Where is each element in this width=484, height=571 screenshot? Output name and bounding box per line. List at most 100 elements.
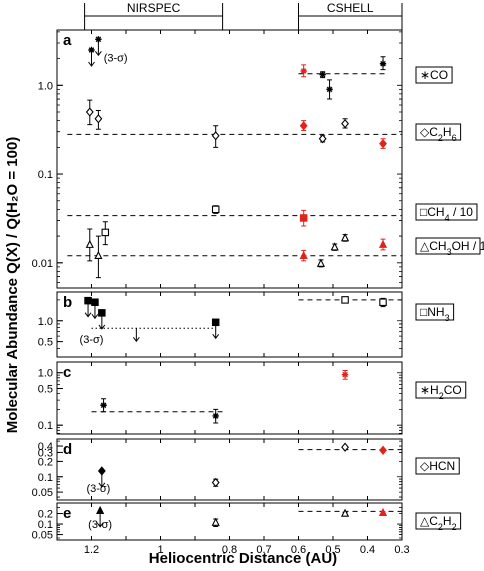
instrument-header: NIRSPEC CSHELL xyxy=(84,1,403,30)
data-point xyxy=(211,205,220,214)
upper-limit-arrow xyxy=(91,305,99,320)
panel-d: 0.05 0.1 0.20.30.4 d ◇HCN (3-σ) xyxy=(32,438,460,501)
subscript-text: 2 xyxy=(439,391,444,401)
x-tick-label: 0.7 xyxy=(256,544,271,556)
subscript-text: 2 xyxy=(438,522,443,532)
x-axis-label: Heliocentric Distance (AU) xyxy=(149,550,337,567)
panel-a: 0.01 0.1 1.0 a ∗CO ◇C2H6 □CH4 / 10 △CH3OH / 100… xyxy=(32,29,484,289)
y-tick-label: 0.01 xyxy=(32,258,53,270)
upper-limit-point xyxy=(84,296,92,305)
subscript-text: 3 xyxy=(445,313,450,323)
data-point xyxy=(341,118,349,129)
legend-entry: ∗CO xyxy=(415,66,453,84)
y-tick-label: 0.4 xyxy=(38,441,53,453)
upper-limit-point xyxy=(95,36,102,43)
x-tick-label: 0.8 xyxy=(222,544,237,556)
y-tick-label: 0.2 xyxy=(38,456,53,468)
upper-limit-arrow xyxy=(98,315,106,330)
data-point xyxy=(318,134,327,144)
y-tick-label: 0.05 xyxy=(32,487,53,499)
data-point xyxy=(379,60,387,67)
legend-label: ∗CO xyxy=(420,68,448,82)
x-tick-label: 0.4 xyxy=(360,544,375,556)
data-point xyxy=(299,214,308,222)
data-point xyxy=(378,239,388,248)
data-point xyxy=(299,250,308,260)
legend-box xyxy=(415,66,453,84)
legend-entry: ◇HCN xyxy=(415,457,460,475)
x-tick-label: 1.2 xyxy=(84,544,99,556)
data-point xyxy=(316,258,326,267)
panel-letter: e xyxy=(63,505,71,522)
text-span: H xyxy=(443,514,452,528)
data-point xyxy=(94,250,103,260)
panel-letter: a xyxy=(63,32,72,49)
upper-limit-point xyxy=(97,466,106,476)
instrument-bracket xyxy=(84,3,224,30)
upper-limit-arrow xyxy=(88,52,95,67)
data-point xyxy=(211,517,220,526)
y-tick-label: 1.0 xyxy=(38,80,53,92)
y-tick-label: 1.0 xyxy=(38,316,53,328)
x-tick-label: 1 xyxy=(157,544,163,556)
y-tick-label: 1.0 xyxy=(38,368,53,380)
series-ch4-10 xyxy=(67,205,402,246)
instrument-label-nirspec: NIRSPEC xyxy=(127,1,181,15)
data-point xyxy=(378,507,388,517)
panel-letter: c xyxy=(63,364,71,381)
text-span: □NH xyxy=(420,305,445,319)
x-tick-label: 0.3 xyxy=(394,544,409,556)
upper-limit-arrow xyxy=(132,328,140,343)
data-point xyxy=(299,121,308,131)
panel-letter: b xyxy=(63,294,72,311)
data-point xyxy=(379,139,387,149)
y-tick-label: 0.1 xyxy=(38,169,53,181)
upper-limit-point xyxy=(98,309,106,317)
series-hcn xyxy=(97,442,402,488)
data-point xyxy=(319,71,326,78)
subscript-text: 2 xyxy=(452,522,457,532)
sigma-annotation: (3-σ) xyxy=(80,334,104,346)
y-tick-label: 0.2 xyxy=(38,509,53,521)
text-span: ◇HCN xyxy=(420,459,455,473)
data-point xyxy=(100,402,107,409)
text-span: ◇C xyxy=(420,125,438,139)
data-point xyxy=(212,412,219,420)
series-co xyxy=(88,36,389,100)
y-axis-label: Molecular Abundance Q(X) / Q(H₂O = 100) xyxy=(4,137,21,434)
data-point xyxy=(211,131,220,141)
legend-label: △C2H2 xyxy=(420,514,457,532)
legend-entry: □NH3 xyxy=(415,303,455,323)
legend-entry: ∗H2CO xyxy=(415,381,467,401)
instrument-bracket xyxy=(298,3,403,30)
legend-label: ◇HCN xyxy=(420,459,455,473)
data-point xyxy=(85,239,94,248)
data-point xyxy=(341,371,349,378)
panel-frame xyxy=(56,29,403,289)
y-tick-label: 0.1 xyxy=(38,420,53,432)
panel-letter: d xyxy=(63,441,72,458)
panels: 0.01 0.1 1.0 a ∗CO ◇C2H6 □CH4 / 10 △CH3OH / 100… xyxy=(32,29,484,556)
data-point xyxy=(300,67,307,75)
legend-label: ◇C2H6 xyxy=(420,125,457,143)
legend-entry: △CH3OH / 100 xyxy=(415,237,484,257)
data-point xyxy=(340,508,350,517)
subscript-text: 3 xyxy=(447,247,452,257)
data-point xyxy=(340,233,350,242)
y-tick-label: 0.1 xyxy=(38,472,53,484)
sigma-annotation: (3-σ) xyxy=(104,53,128,65)
sigma-annotation: (3-σ) xyxy=(88,519,112,531)
legend-entry: □CH4 / 10 xyxy=(415,203,478,223)
y-tick-label: 0.3 xyxy=(38,447,53,459)
panel-frame xyxy=(56,361,403,435)
upper-limit-point xyxy=(211,318,220,327)
legend-box xyxy=(415,457,460,475)
legend-label: □CH4 / 10 xyxy=(420,205,473,223)
upper-limit-point xyxy=(91,298,99,306)
legend-label: ∗H2CO xyxy=(420,383,462,401)
legend-box xyxy=(415,512,462,530)
data-point xyxy=(101,228,110,237)
text-span: △C xyxy=(420,514,438,528)
subscript-text: 4 xyxy=(445,213,450,223)
